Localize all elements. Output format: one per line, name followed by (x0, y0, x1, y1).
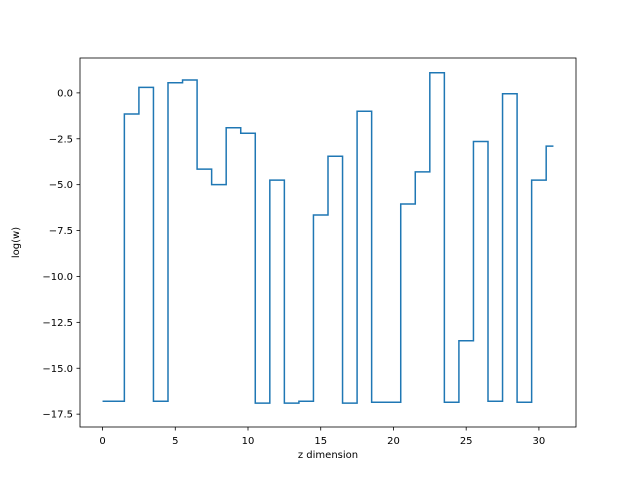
x-tick-label: 0 (99, 436, 105, 447)
x-tick-label: 5 (172, 436, 178, 447)
y-tick-label: −5.0 (49, 180, 73, 191)
x-axis-label: z dimension (298, 450, 358, 461)
y-tick-label: −10.0 (42, 272, 73, 283)
y-axis-label: log(w) (11, 227, 22, 258)
series-step-line (102, 71, 554, 404)
x-tick-label: 15 (314, 436, 327, 447)
x-tick-label: 20 (387, 436, 400, 447)
y-tick-label: −17.5 (42, 410, 73, 421)
y-tick-label: 0.0 (57, 88, 73, 99)
y-axis-ticks: 0.0 −2.5 −5.0 −7.5 −10.0 −12.5 −15.0 −17.5 (42, 88, 80, 421)
plot-area-frame (79, 57, 577, 428)
y-tick-label: −12.5 (42, 318, 73, 329)
x-tick-label: 25 (460, 436, 473, 447)
x-tick-label: 30 (533, 436, 546, 447)
x-axis-ticks: 0 5 10 15 20 25 30 (99, 427, 545, 447)
chart-marks (102, 71, 554, 404)
y-tick-label: −15.0 (42, 364, 73, 375)
x-tick-label: 10 (242, 436, 255, 447)
y-tick-label: −7.5 (49, 226, 73, 237)
y-tick-label: −2.5 (49, 134, 73, 145)
